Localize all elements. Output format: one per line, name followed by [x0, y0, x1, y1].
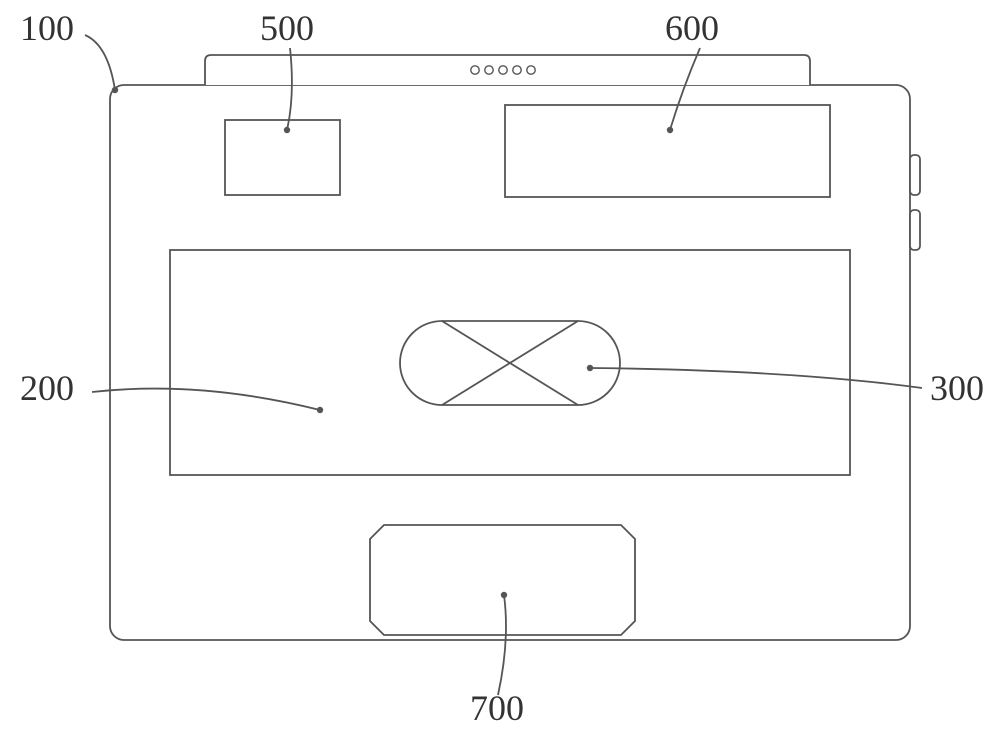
- leader-100: [85, 35, 115, 90]
- leader-tip-600: [667, 127, 673, 133]
- label-600: 600: [665, 8, 719, 48]
- side-button: [910, 155, 920, 195]
- diagram-svg: 100 200 300 500 600 700: [0, 0, 1000, 734]
- leader-tip-500: [284, 127, 290, 133]
- label-300: 300: [930, 368, 984, 408]
- label-100: 100: [20, 8, 74, 48]
- leader-tip-200: [317, 407, 323, 413]
- label-700: 700: [470, 688, 524, 728]
- component-700: [370, 525, 635, 635]
- side-button: [910, 210, 920, 250]
- leader-300: [590, 368, 922, 388]
- component-600: [505, 105, 830, 197]
- leader-200: [92, 389, 320, 410]
- component-500: [225, 120, 340, 195]
- label-500: 500: [260, 8, 314, 48]
- leader-tip-100: [112, 87, 118, 93]
- label-200: 200: [20, 368, 74, 408]
- leader-tip-300: [587, 365, 593, 371]
- leader-700: [498, 595, 506, 695]
- leader-tip-700: [501, 592, 507, 598]
